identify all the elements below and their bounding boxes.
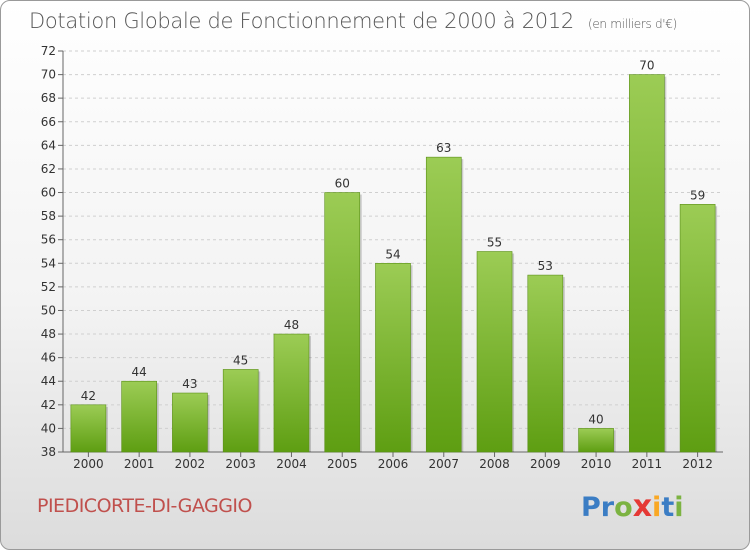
bar-value-label: 59 [690,188,705,202]
y-tick-label: 70 [41,68,56,82]
bar-value-label: 44 [132,365,147,379]
y-tick-label: 38 [41,445,56,459]
bar [527,274,564,453]
y-tick-label: 48 [41,327,56,341]
y-tick-label: 44 [41,374,56,388]
y-tick-label: 66 [41,115,56,129]
logo-letter: r [600,492,615,523]
logo-letter: x [632,489,653,524]
y-tick-label: 60 [41,186,56,200]
bar-value-label: 43 [182,377,197,391]
x-tick-label: 2003 [225,457,256,471]
y-tick-label: 68 [41,91,56,105]
x-tick-label: 2000 [73,457,104,471]
logo-letter: i [674,492,684,523]
x-tick-label: 2007 [428,457,459,471]
x-tick-label: 2009 [530,457,561,471]
bar [679,204,716,453]
logo-letter: o [614,492,633,523]
commune-name: PIEDICORTE-DI-GAGGIO [37,495,253,517]
bar [375,262,411,453]
bar-value-label: 53 [538,259,553,273]
y-tick-label: 52 [41,280,56,294]
x-tick-label: 2010 [581,457,612,471]
bar [121,380,157,453]
bar [629,74,665,453]
logo-letter: P [581,492,601,523]
chart-subtitle: (en milliers d'€) [587,17,677,31]
bar-value-label: 45 [233,353,248,367]
bar-value-label: 63 [436,141,451,155]
bar [425,156,462,453]
bar-value-label: 42 [81,389,96,403]
bar-value-label: 55 [487,236,502,250]
y-tick-label: 72 [41,44,56,58]
bar [273,333,310,453]
y-tick-label: 54 [41,256,56,270]
labels: 38 40 42 44 46 48 50 52 54 56 58 60 62 64 66 68 70 72 42 20… [41,44,713,471]
y-tick-label: 56 [41,233,56,247]
y-tick-label: 62 [41,162,56,176]
bar-value-label: 48 [284,318,299,332]
x-tick-label: 2001 [124,457,155,471]
bar-value-label: 40 [588,412,603,426]
bar-value-label: 54 [385,247,400,261]
bar [476,251,513,453]
y-tick-label: 40 [41,421,56,435]
bar [324,192,361,453]
bar [578,428,614,453]
x-tick-label: 2012 [682,457,713,471]
chart-title: Dotation Globale de Fonctionnement de 20… [29,9,677,33]
bar-value-label: 60 [335,177,350,191]
y-tick-label: 64 [41,138,56,152]
logo-letter: i [652,492,662,523]
x-tick-label: 2011 [632,457,663,471]
x-tick-label: 2008 [479,457,510,471]
y-tick-label: 58 [41,209,56,223]
logo-letter: t [661,492,675,523]
proxiti-logo: Proxiti [581,489,684,524]
bar [70,404,107,453]
x-tick-label: 2006 [378,457,409,471]
bar [222,369,259,453]
x-tick-label: 2005 [327,457,358,471]
x-tick-label: 2002 [175,457,206,471]
y-tick-label: 46 [41,351,56,365]
y-tick-label: 50 [41,303,56,317]
y-tick-label: 42 [41,398,56,412]
x-tick-label: 2004 [276,457,307,471]
bar-value-label: 70 [639,59,654,73]
chart-title-text: Dotation Globale de Fonctionnement de 20… [29,9,574,33]
bar [172,392,208,453]
bars [70,74,718,453]
